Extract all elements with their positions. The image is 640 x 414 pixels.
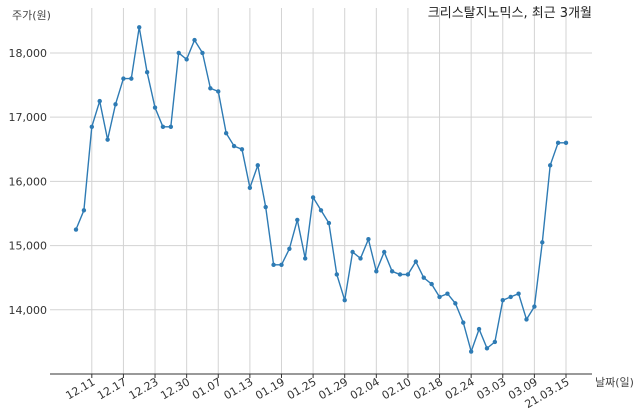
x-tick-label: 12.11: [64, 375, 98, 402]
data-point: [342, 297, 347, 303]
data-point: [287, 246, 292, 251]
grid-lines: [50, 8, 592, 374]
data-point: [437, 294, 442, 300]
data-point: [516, 291, 521, 296]
y-tick-label: 15,000: [9, 240, 48, 253]
data-point: [263, 204, 268, 210]
data-point: [382, 249, 387, 255]
data-point: [508, 294, 513, 300]
data-point: [547, 163, 553, 168]
data-point: [168, 124, 174, 129]
data-point: [176, 50, 181, 56]
price-line: [75, 27, 566, 354]
x-tick-label: 02.04: [348, 375, 382, 402]
data-point: [500, 297, 505, 303]
data-point: [334, 272, 340, 277]
x-tick-label: 01.19: [253, 375, 287, 402]
data-point: [366, 236, 371, 242]
data-point: [389, 269, 395, 274]
chart-title: 크리스탈지노믹스, 최근 3개월: [428, 6, 592, 21]
data-point: [279, 262, 284, 268]
x-tick-label: 03.03: [474, 375, 508, 402]
data-point: [129, 76, 134, 81]
y-tick-label: 16,000: [9, 175, 48, 188]
x-axis-ticks: 12.1112.1712.2312.3001.0701.1301.1901.25…: [64, 374, 572, 411]
y-axis-ticks: 14,000 15,000 16,000 17,000 18,000: [9, 47, 48, 317]
data-point: [397, 272, 403, 277]
data-point: [271, 262, 276, 268]
data-point: [184, 57, 189, 62]
data-point: [429, 281, 434, 287]
data-point: [492, 339, 498, 345]
data-point: [200, 50, 205, 56]
data-point: [121, 76, 126, 81]
data-point: [461, 320, 466, 325]
data-point: [144, 70, 150, 75]
x-tick-label: 02.18: [411, 375, 445, 402]
data-point: [468, 349, 474, 354]
data-point: [326, 220, 332, 226]
data-point: [302, 256, 308, 261]
data-point: [97, 98, 102, 104]
data-point: [89, 124, 95, 129]
data-point: [105, 137, 110, 142]
data-point: [484, 346, 490, 351]
data-point: [208, 86, 213, 91]
x-tick-label: 01.13: [222, 375, 256, 402]
x-tick-label: 12.23: [127, 375, 161, 402]
y-tick-label: 17,000: [9, 111, 48, 124]
data-point: [476, 326, 482, 332]
data-point: [358, 256, 363, 261]
x-tick-label: 02.10: [380, 375, 414, 402]
data-point: [239, 147, 245, 152]
data-point: [295, 217, 300, 223]
data-point: [73, 227, 79, 232]
y-tick-label: 18,000: [9, 47, 48, 60]
y-axis-label: 주가(원): [12, 9, 51, 22]
x-tick-label: 01.07: [190, 375, 224, 402]
data-point: [413, 259, 419, 264]
data-point: [310, 195, 316, 200]
x-tick-label: 02.24: [443, 375, 477, 402]
data-point: [453, 301, 458, 306]
data-point: [532, 304, 537, 309]
data-point: [421, 275, 426, 280]
data-point: [152, 105, 158, 110]
data-point: [192, 37, 197, 43]
x-tick-label: 01.29: [316, 375, 350, 402]
x-tick-label: 12.17: [95, 375, 129, 402]
x-tick-label: 01.25: [285, 375, 319, 402]
data-point: [81, 208, 87, 213]
data-point: [318, 208, 324, 213]
data-point: [540, 240, 545, 245]
data-point: [445, 291, 450, 296]
price-points: [73, 25, 569, 354]
data-point: [223, 131, 229, 136]
data-point: [216, 89, 221, 94]
x-axis-label: 날짜(일): [595, 375, 634, 389]
data-point: [374, 269, 379, 274]
data-point: [137, 25, 142, 30]
data-point: [563, 140, 569, 146]
data-point: [405, 272, 411, 277]
data-point: [255, 163, 260, 168]
data-point: [160, 124, 166, 129]
data-point: [350, 249, 355, 255]
data-point: [231, 143, 237, 149]
data-point: [524, 317, 529, 322]
y-tick-label: 14,000: [9, 304, 48, 317]
data-point: [113, 102, 118, 107]
data-point: [247, 185, 253, 190]
data-point: [555, 140, 561, 146]
x-tick-label: 12.30: [158, 375, 192, 402]
